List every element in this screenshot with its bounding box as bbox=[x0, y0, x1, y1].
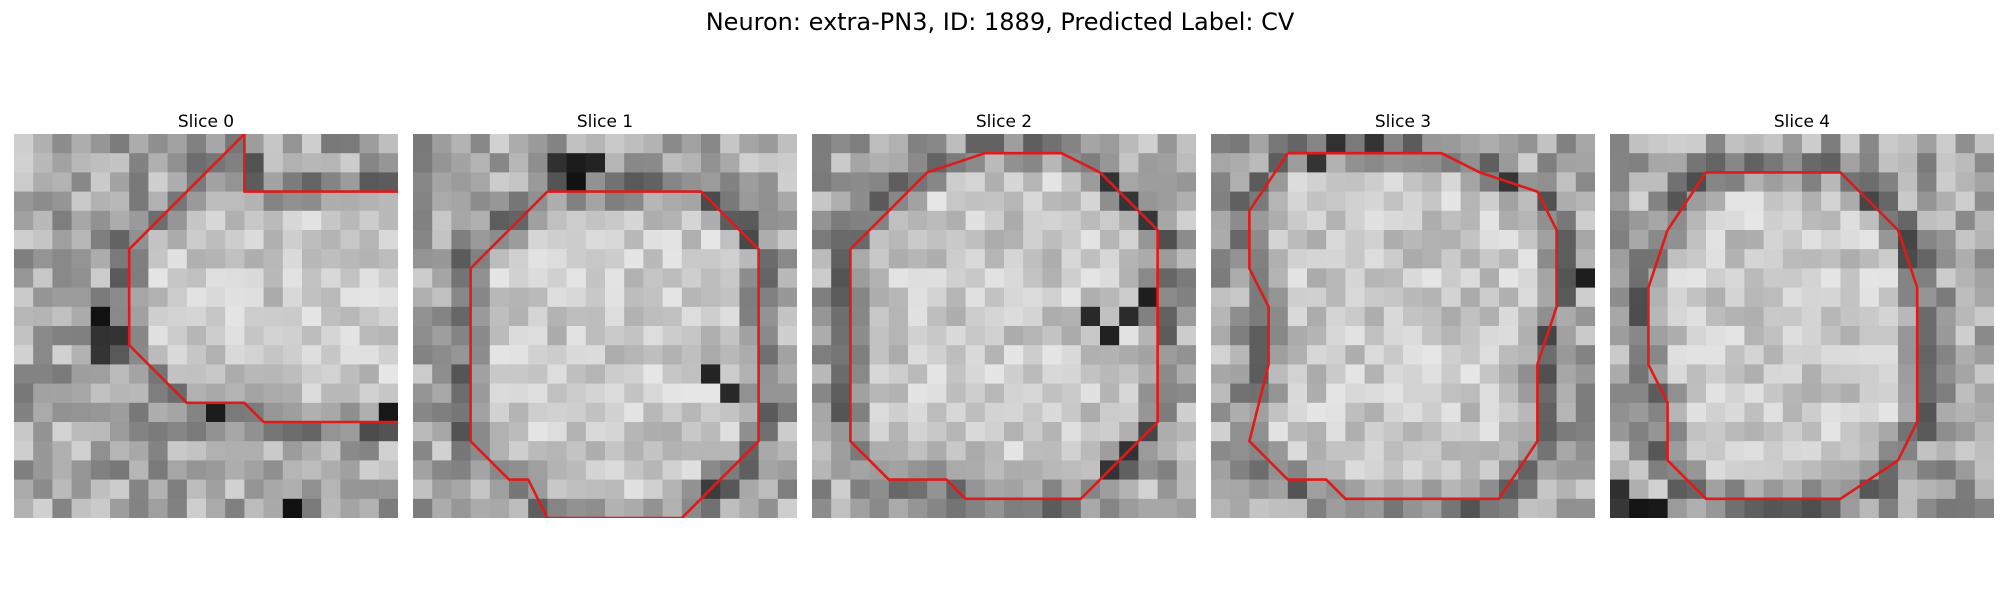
slice-panel: Slice 2 bbox=[812, 110, 1196, 518]
slice-title: Slice 2 bbox=[975, 112, 1033, 132]
slice-title: Slice 1 bbox=[576, 112, 634, 132]
slice-image bbox=[14, 134, 398, 518]
slice-image bbox=[1211, 134, 1595, 518]
slice-title: Slice 3 bbox=[1374, 112, 1432, 132]
slice-panel: Slice 1 bbox=[413, 110, 797, 518]
segmentation-contour bbox=[849, 151, 1159, 501]
segmentation-contour bbox=[469, 190, 760, 518]
slice-panel: Slice 4 bbox=[1610, 110, 1994, 518]
segmentation-contour bbox=[127, 134, 398, 424]
slice-panel: Slice 3 bbox=[1211, 110, 1595, 518]
slice-image bbox=[413, 134, 797, 518]
slice-panel: Slice 0 bbox=[14, 110, 398, 518]
segmentation-contour bbox=[1248, 151, 1558, 501]
segmentation-contour bbox=[1647, 171, 1919, 501]
slice-title: Slice 4 bbox=[1773, 112, 1831, 132]
slice-image bbox=[1610, 134, 1994, 518]
slice-title: Slice 0 bbox=[177, 112, 235, 132]
figure-title: Neuron: extra-PN3, ID: 1889, Predicted L… bbox=[705, 8, 1295, 36]
slice-image bbox=[812, 134, 1196, 518]
